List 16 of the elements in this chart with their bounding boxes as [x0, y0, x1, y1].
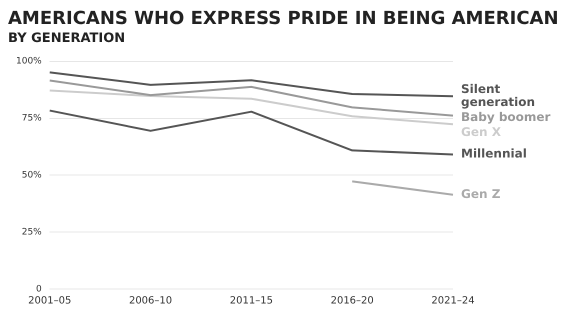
series-label: Gen Z	[461, 186, 501, 201]
x-tick-label: 2016–20	[330, 296, 374, 307]
y-tick-label: 75%	[22, 114, 42, 124]
series-label: Millennial	[461, 146, 527, 161]
y-tick-label: 25%	[22, 227, 42, 238]
chart-title: AMERICANS WHO EXPRESS PRIDE IN BEING AMERICAN	[8, 8, 560, 30]
series-label: Silent generation	[461, 82, 536, 109]
series-label: Baby boomer	[461, 110, 551, 124]
y-tick-label: 0	[36, 284, 42, 294]
y-tick-label: 50%	[22, 170, 42, 181]
y-tick-label: 100%	[16, 56, 42, 67]
x-tick-label: 2006–10	[128, 296, 172, 307]
x-tick-label: 2021–24	[431, 296, 475, 307]
x-tick-label: 2001–05	[28, 296, 72, 307]
chart-subtitle: BY GENERATION	[8, 30, 126, 48]
x-tick-label: 2011–15	[230, 296, 273, 307]
